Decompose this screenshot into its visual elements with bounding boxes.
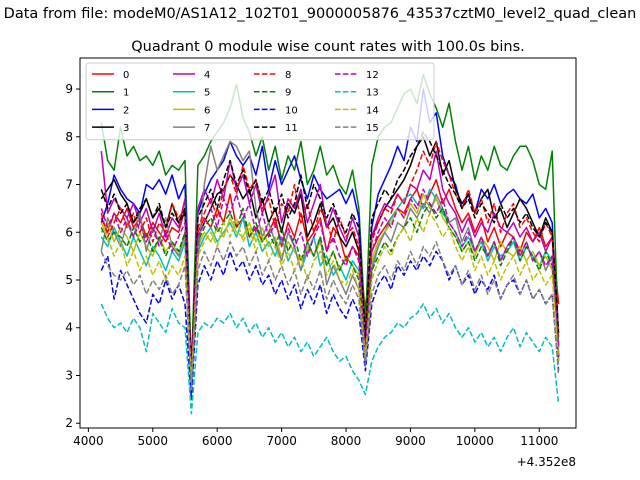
x-axis: 4000 5000 6000 7000 8000 9000 10000 11000 [73, 428, 558, 448]
x-tick-label: 4000 [73, 434, 104, 448]
legend-label-4: 4 [204, 70, 210, 81]
x-tick-label: 11000 [520, 434, 558, 448]
legend-label-3: 3 [123, 123, 129, 134]
legend-label-1: 1 [123, 88, 129, 99]
series-line-5 [100, 188, 560, 396]
series-line-12 [100, 188, 560, 377]
x-tick-label: 8000 [331, 434, 362, 448]
x-offset-label: +4.352e8 [517, 455, 576, 469]
legend-label-2: 2 [123, 105, 129, 116]
x-tick-label: 5000 [138, 434, 169, 448]
y-tick-label: 7 [65, 178, 73, 192]
x-tick-label: 9000 [395, 434, 426, 448]
y-tick-label: 4 [65, 321, 73, 335]
legend-box [85, 62, 435, 141]
series-line-3 [100, 136, 560, 377]
legend-label-15: 15 [366, 123, 379, 134]
y-tick-label: 9 [65, 82, 73, 96]
x-tick-label: 6000 [202, 434, 233, 448]
y-tick-label: 8 [65, 130, 73, 144]
figure-suptitle: Data from file: modeM0/AS1A12_102T01_900… [4, 6, 637, 22]
legend-label-7: 7 [204, 123, 210, 134]
legend-label-10: 10 [285, 105, 298, 116]
x-tick-label: 10000 [456, 434, 494, 448]
y-tick-label: 3 [65, 368, 73, 382]
legend-label-14: 14 [366, 105, 379, 116]
y-tick-label: 5 [65, 273, 73, 287]
legend-label-11: 11 [285, 123, 298, 134]
series-line-14 [100, 212, 560, 382]
plot-frame [79, 57, 577, 429]
legend-label-0: 0 [123, 70, 129, 81]
series-line-2 [100, 88, 560, 391]
series-line-15 [100, 241, 560, 391]
series-line-8 [100, 140, 560, 372]
y-tick-label: 2 [65, 416, 73, 430]
series-line-0 [100, 178, 560, 382]
series-line-1 [100, 73, 560, 372]
series-line-11 [100, 131, 560, 372]
chart-title: Quadrant 0 module wise count rates with … [131, 39, 525, 55]
legend-label-5: 5 [204, 88, 210, 99]
legend-label-6: 6 [204, 105, 210, 116]
x-tick-label: 7000 [266, 434, 297, 448]
legend-label-12: 12 [366, 70, 379, 81]
y-tick-label: 6 [65, 225, 73, 239]
legend-label-9: 9 [285, 88, 291, 99]
legend-label-8: 8 [285, 70, 291, 81]
series-line-4 [100, 150, 560, 386]
series-line-13 [100, 303, 560, 415]
series-line-9 [100, 202, 560, 386]
legend-label-13: 13 [366, 88, 379, 99]
series-layer [100, 73, 560, 415]
y-axis: 2 3 4 5 6 7 8 9 [65, 82, 80, 430]
